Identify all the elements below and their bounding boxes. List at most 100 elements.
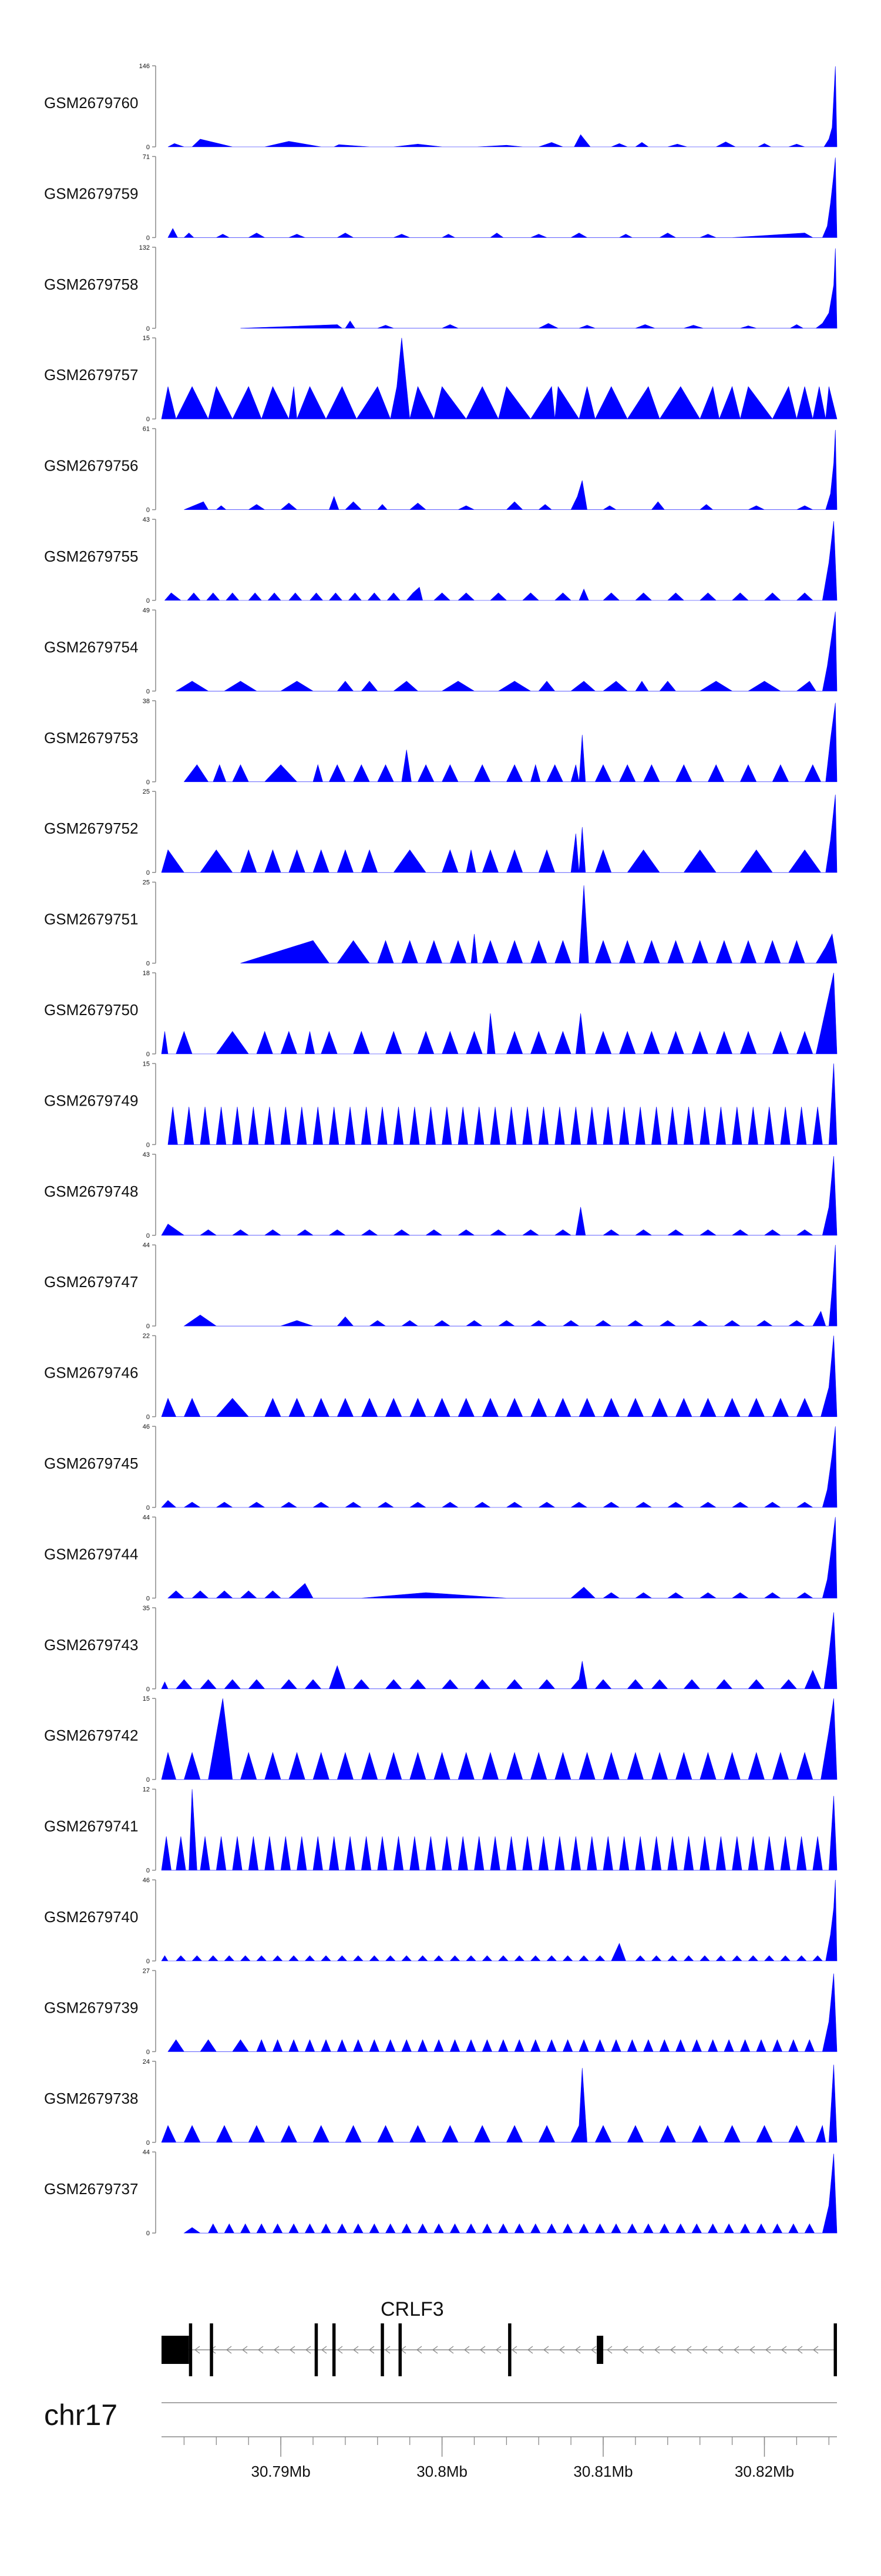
y-zero-label: 0 (146, 1958, 150, 1965)
y-zero-label: 0 (146, 1868, 150, 1875)
strand-arrow (432, 2346, 438, 2354)
gene-exon (314, 2323, 318, 2376)
strand-arrow (241, 2346, 248, 2354)
y-max-label: 15 (143, 1695, 150, 1702)
track-GSM2679743: GSM2679743 35 0 (44, 1605, 838, 1693)
y-max-label: 46 (143, 1423, 150, 1430)
y-zero-label: 0 (146, 1776, 150, 1784)
track-GSM2679758: GSM2679758 132 0 (44, 244, 838, 333)
strand-arrow (559, 2346, 565, 2354)
track-label: GSM2679757 (44, 366, 138, 384)
y-max-label: 25 (143, 788, 150, 795)
y-max-label: 24 (143, 2058, 150, 2065)
x-tick-label: 30.82Mb (735, 2463, 794, 2480)
y-max-label: 146 (139, 63, 150, 70)
track-GSM2679739: GSM2679739 27 0 (44, 1967, 838, 2056)
x-tick-label: 30.81Mb (573, 2463, 633, 2480)
y-zero-label: 0 (146, 597, 150, 604)
y-max-label: 43 (143, 516, 150, 523)
track-GSM2679750: GSM2679750 18 0 (44, 970, 838, 1058)
y-max-label: 12 (143, 1786, 150, 1794)
y-zero-label: 0 (146, 507, 150, 514)
track-label: GSM2679754 (44, 638, 138, 656)
strand-arrow (352, 2346, 359, 2354)
track-GSM2679741: GSM2679741 12 0 (44, 1786, 838, 1875)
track-GSM2679746: GSM2679746 22 0 (44, 1333, 838, 1421)
y-zero-label: 0 (146, 1141, 150, 1148)
track-GSM2679744: GSM2679744 44 0 (44, 1514, 838, 1602)
gene-exon (833, 2323, 837, 2376)
signal-area (161, 1612, 838, 1690)
y-zero-label: 0 (146, 325, 150, 333)
y-max-label: 27 (143, 1967, 150, 1974)
y-zero-label: 0 (146, 2230, 150, 2237)
gene-exon (597, 2336, 604, 2364)
track-label: GSM2679746 (44, 1364, 138, 1382)
track-label: GSM2679739 (44, 1999, 138, 2016)
track-label: GSM2679741 (44, 1818, 138, 1835)
track-GSM2679753: GSM2679753 38 0 (44, 698, 838, 786)
track-GSM2679738: GSM2679738 24 0 (44, 2058, 838, 2147)
signal-area (161, 338, 838, 420)
strand-arrow (226, 2346, 232, 2354)
track-GSM2679752: GSM2679752 25 0 (44, 788, 838, 876)
gene-exon (189, 2323, 193, 2376)
gene-exon (381, 2323, 384, 2376)
strand-arrow (812, 2346, 819, 2354)
y-max-label: 44 (143, 1242, 150, 1249)
gene-track: CRLF3 (162, 2298, 837, 2376)
signal-area (161, 794, 838, 873)
strand-arrow (701, 2346, 708, 2354)
strand-arrow (654, 2346, 660, 2354)
y-zero-label: 0 (146, 779, 150, 786)
strand-arrow (463, 2346, 470, 2354)
signal-area (167, 66, 838, 147)
signal-area (161, 2064, 838, 2143)
signal-area (167, 1973, 838, 2052)
y-zero-label: 0 (146, 1504, 150, 1512)
strand-arrow (590, 2346, 597, 2354)
track-GSM2679745: GSM2679745 46 0 (44, 1423, 838, 1512)
track-label: GSM2679742 (44, 1727, 138, 1744)
y-zero-label: 0 (146, 869, 150, 876)
track-label: GSM2679755 (44, 548, 138, 565)
track-GSM2679754: GSM2679754 49 0 (44, 607, 838, 695)
signal-area (183, 703, 838, 782)
strand-arrow (765, 2346, 771, 2354)
strand-arrow (368, 2346, 375, 2354)
y-zero-label: 0 (146, 1232, 150, 1240)
y-max-label: 71 (143, 153, 150, 160)
gene-exon (508, 2323, 512, 2376)
strand-arrow (622, 2346, 628, 2354)
signal-area (161, 1879, 838, 1962)
signal-area (161, 1156, 838, 1236)
gene-exon (332, 2323, 336, 2376)
track-label: GSM2679747 (44, 1273, 138, 1291)
y-max-label: 25 (143, 879, 150, 886)
strand-arrow (749, 2346, 755, 2354)
genome-axis: chr17 30.79Mb 30.8Mb 30.81Mb 30.82Mb (44, 2399, 837, 2480)
gene-exon (210, 2323, 213, 2376)
signal-area (167, 1517, 838, 1598)
strand-arrow (685, 2346, 692, 2354)
signal-area (161, 1698, 838, 1780)
strand-arrow (717, 2346, 724, 2354)
track-label: GSM2679749 (44, 1091, 138, 1109)
track-GSM2679755: GSM2679755 43 0 (44, 516, 838, 604)
track-label: GSM2679756 (44, 457, 138, 475)
strand-arrow (321, 2346, 327, 2354)
y-max-label: 43 (143, 1151, 150, 1158)
y-zero-label: 0 (146, 2048, 150, 2056)
track-label: GSM2679758 (44, 276, 138, 293)
y-max-label: 15 (143, 1060, 150, 1067)
track-GSM2679757: GSM2679757 15 0 (44, 335, 838, 423)
track-GSM2679751: GSM2679751 25 0 (44, 879, 838, 968)
track-label: GSM2679753 (44, 729, 138, 747)
track-label: GSM2679745 (44, 1455, 138, 1472)
strand-arrow (796, 2346, 803, 2354)
y-zero-label: 0 (146, 234, 150, 241)
y-zero-label: 0 (146, 1686, 150, 1693)
y-zero-label: 0 (146, 1595, 150, 1602)
track-GSM2679748: GSM2679748 43 0 (44, 1151, 838, 1240)
track-GSM2679737: GSM2679737 44 0 (44, 2149, 838, 2237)
